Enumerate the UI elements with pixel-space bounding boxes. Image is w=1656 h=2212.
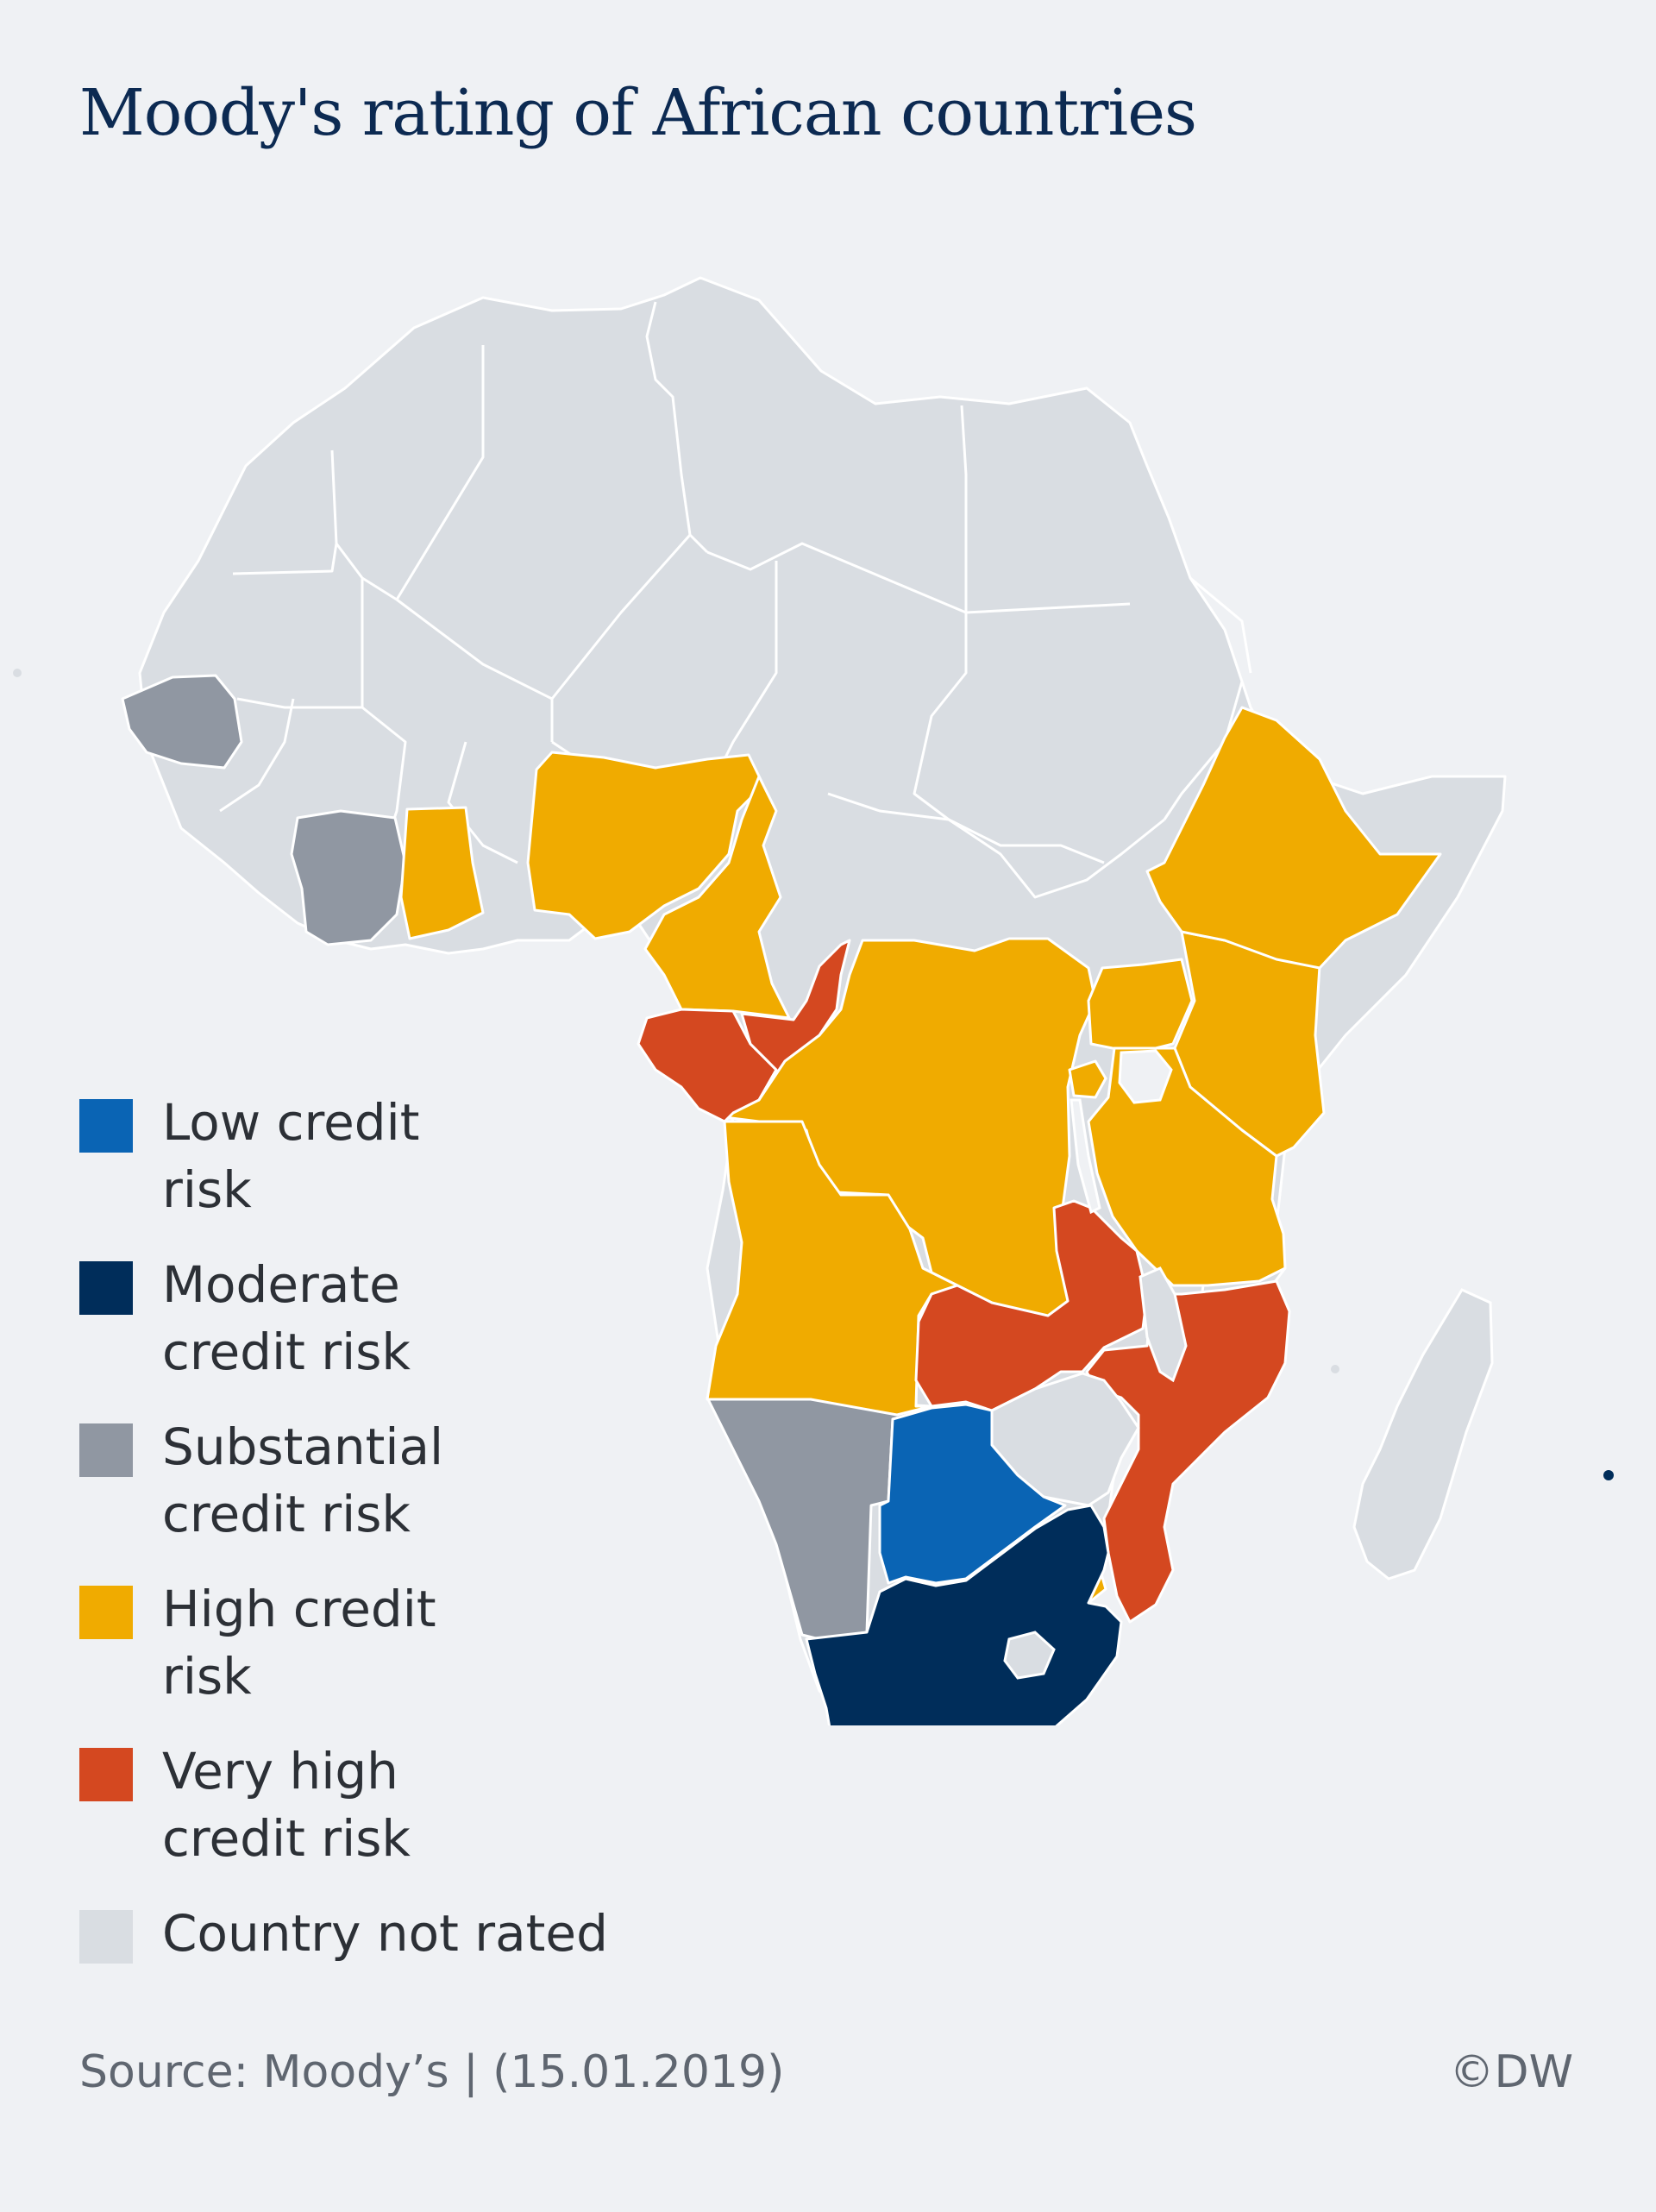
cote-divoire [290,809,407,946]
comoros [1331,1365,1339,1373]
category-substantial [121,674,968,1641]
legend-label-moderate: Moderate credit risk [162,1255,411,1381]
legend-swatch-not-rated [79,1910,133,1964]
lesotho [1003,1631,1056,1680]
tanzania [1087,1046,1287,1287]
ghana [399,806,485,940]
legend-swatch-low [79,1099,133,1153]
nigeria [526,751,765,940]
rwanda [1068,1059,1107,1099]
cape-verde [13,669,22,677]
legend-item-very-high: Very high credit risk [79,1738,645,1872]
africa-map [13,276,1614,1725]
copyright-credit: ©DW [1449,2046,1573,2098]
lakes-and-small-unrated [990,1049,1188,1507]
legend-swatch-very-high [79,1748,133,1801]
legend-label-very-high: Very high credit risk [162,1742,411,1868]
chart-title: Moody's rating of African countries [79,76,1197,150]
source-note: Source: Moody’s | (15.01.2019) [79,2046,785,2098]
category-very-high [637,939,1291,1624]
legend-label-not-rated: Country not rated [162,1904,608,1963]
legend-swatch-substantial [79,1423,133,1477]
category-high [399,706,1442,1605]
legend-label-high: High credit risk [162,1580,436,1706]
malawi [1138,1266,1188,1383]
senegal [121,674,243,770]
lake-victoria [1118,1049,1173,1104]
madagascar [1352,1288,1494,1580]
legend-label-substantial: Substantial credit risk [162,1417,444,1543]
legend-swatch-high [79,1586,133,1639]
mauritius [1603,1470,1614,1480]
uganda [1087,958,1194,1054]
legend-item-high: High credit risk [79,1575,645,1710]
legend-label-low: Low credit risk [162,1093,420,1219]
legend-item-not-rated: Country not rated [79,1900,645,1967]
botswana [878,1403,1067,1585]
congo-republic [740,939,851,1102]
lake-tanganyika [1070,1098,1101,1215]
legend-item-moderate: Moderate credit risk [79,1251,645,1386]
legend: Low credit risk Moderate credit risk Sub… [79,1089,645,1995]
legend-item-low: Low credit risk [79,1089,645,1223]
legend-item-substantial: Substantial credit risk [79,1413,645,1548]
ethiopia [1145,706,1442,970]
legend-swatch-moderate [79,1261,133,1315]
